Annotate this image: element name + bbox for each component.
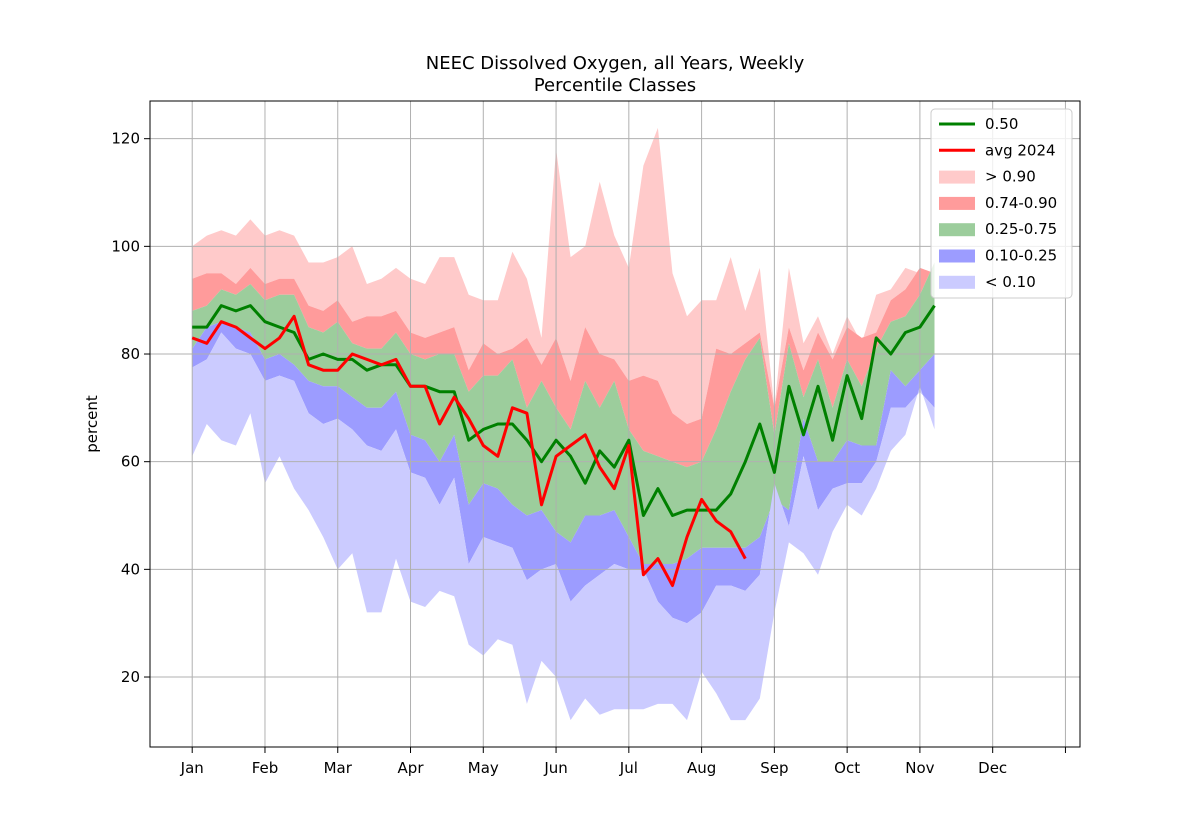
band-p25-p75: [192, 262, 935, 564]
grid-lines: [150, 101, 1080, 747]
x-tick-label: Apr: [398, 759, 425, 777]
chart-subtitle: Percentile Classes: [534, 75, 696, 96]
x-tick-label: Aug: [687, 759, 716, 777]
x-tick-label: May: [468, 759, 499, 777]
y-axis: 20 40 60 80 100 120: [111, 130, 150, 686]
plot-frame: [149, 100, 1081, 748]
band-p10-p25: [192, 321, 935, 624]
x-tick-label: Sep: [760, 759, 788, 777]
y-tick-label: 40: [121, 560, 140, 578]
x-tick-label: Dec: [978, 759, 1007, 777]
band-p74-p90: [192, 262, 935, 468]
legend-label: 0.25-0.75: [985, 220, 1057, 238]
median-line: [192, 304, 936, 517]
x-tick-label: Nov: [905, 759, 934, 777]
series-lines: [191, 304, 936, 587]
legend-patch-swatch: [939, 249, 975, 263]
y-tick-label: 60: [121, 453, 140, 471]
legend-patch-swatch: [939, 223, 975, 237]
legend: 0.50 avg 2024 > 0.90 0.74-0.90 0.25-0.75 0.10…: [930, 108, 1073, 299]
legend-label: 0.10-0.25: [985, 247, 1057, 265]
x-tick-label: Feb: [252, 759, 279, 777]
y-tick-label: 100: [111, 237, 140, 255]
legend-patch-swatch: [939, 275, 975, 289]
x-tick-label: Jan: [180, 759, 204, 777]
y-tick-label: 20: [121, 668, 140, 686]
legend-patch-swatch: [939, 170, 975, 184]
band-above-p90: [192, 127, 935, 425]
legend-label: > 0.90: [985, 168, 1036, 186]
legend-label: < 0.10: [985, 273, 1036, 291]
legend-patch-swatch: [939, 196, 975, 210]
legend-label: avg 2024: [985, 141, 1056, 159]
x-tick-label: Oct: [834, 759, 860, 777]
y-tick-label: 80: [121, 345, 140, 363]
x-axis: Jan Feb Mar Apr May Jun Jul Aug Sep Oct Nov Dec: [180, 747, 1066, 777]
y-axis-label: percent: [83, 395, 101, 453]
chart-title: NEEC Dissolved Oxygen, all Years, Weekly: [426, 53, 805, 74]
legend-label: 0.74-0.90: [985, 194, 1057, 212]
band-below-p10: [192, 332, 935, 721]
x-tick-label: Mar: [324, 759, 353, 777]
percentile-bands: [192, 127, 935, 721]
y-tick-label: 120: [111, 130, 140, 148]
x-tick-label: Jul: [619, 759, 638, 777]
avg-2024-line: [191, 314, 747, 587]
x-tick-label: Jun: [543, 759, 567, 777]
legend-label: 0.50: [985, 115, 1018, 133]
